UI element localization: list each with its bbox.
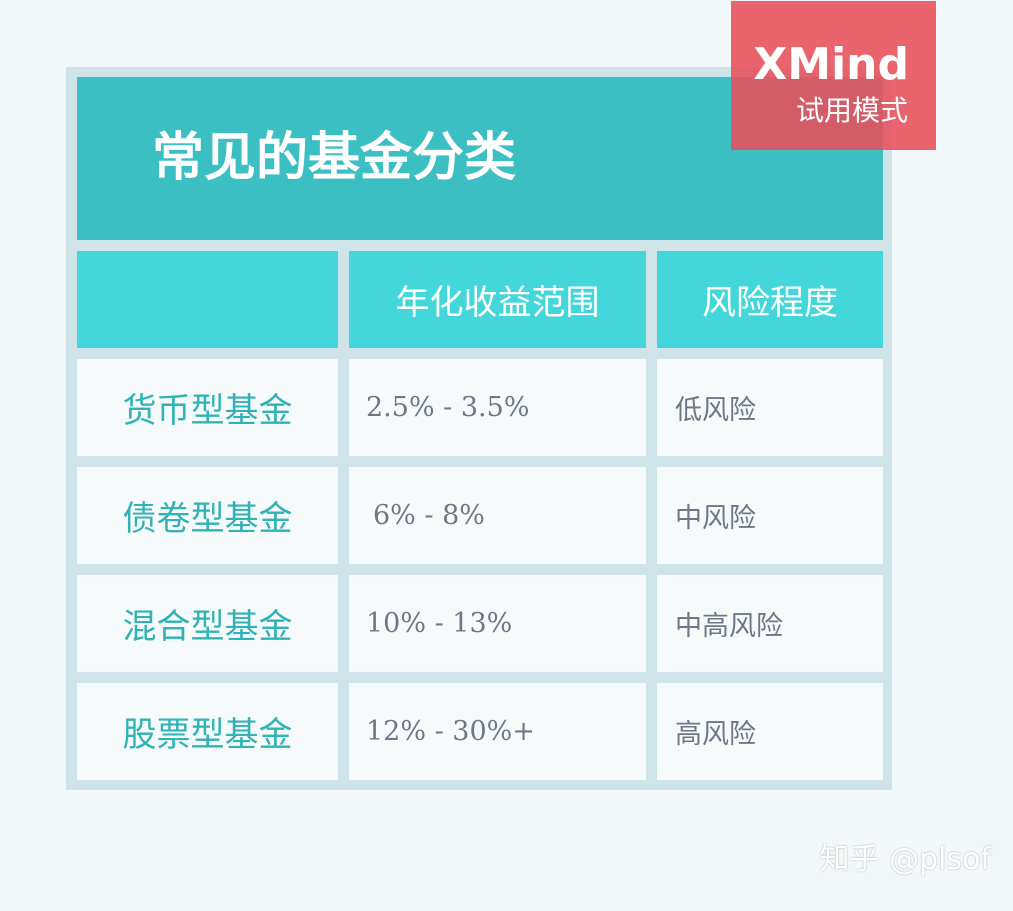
risk-cell: 低风险 bbox=[657, 359, 883, 456]
watermark-mode: 试用模式 bbox=[795, 94, 908, 127]
xmind-trial-watermark: XMind 试用模式 bbox=[731, 1, 936, 150]
author-credit: 知乎 @plsof bbox=[819, 842, 991, 877]
row-label-bond-fund: 债卷型基金 bbox=[77, 467, 338, 564]
risk-cell: 中高风险 bbox=[657, 575, 883, 672]
return-range-cell: 6% - 8% bbox=[349, 467, 646, 564]
risk-cell: 中风险 bbox=[657, 467, 883, 564]
header-cell-risk: 风险程度 bbox=[657, 251, 883, 348]
row-label-money-market-fund: 货币型基金 bbox=[77, 359, 338, 456]
page-title: 常见的基金分类 bbox=[152, 128, 517, 188]
return-range-cell: 10% - 13% bbox=[349, 575, 646, 672]
row-label-hybrid-fund: 混合型基金 bbox=[77, 575, 338, 672]
return-range-cell: 2.5% - 3.5% bbox=[349, 359, 646, 456]
header-cell-return-range: 年化收益范围 bbox=[349, 251, 646, 348]
header-cell-empty bbox=[77, 251, 338, 348]
watermark-brand: XMind bbox=[753, 39, 909, 90]
row-label-stock-fund: 股票型基金 bbox=[77, 683, 338, 780]
risk-cell: 高风险 bbox=[657, 683, 883, 780]
return-range-cell: 12% - 30%+ bbox=[349, 683, 646, 780]
